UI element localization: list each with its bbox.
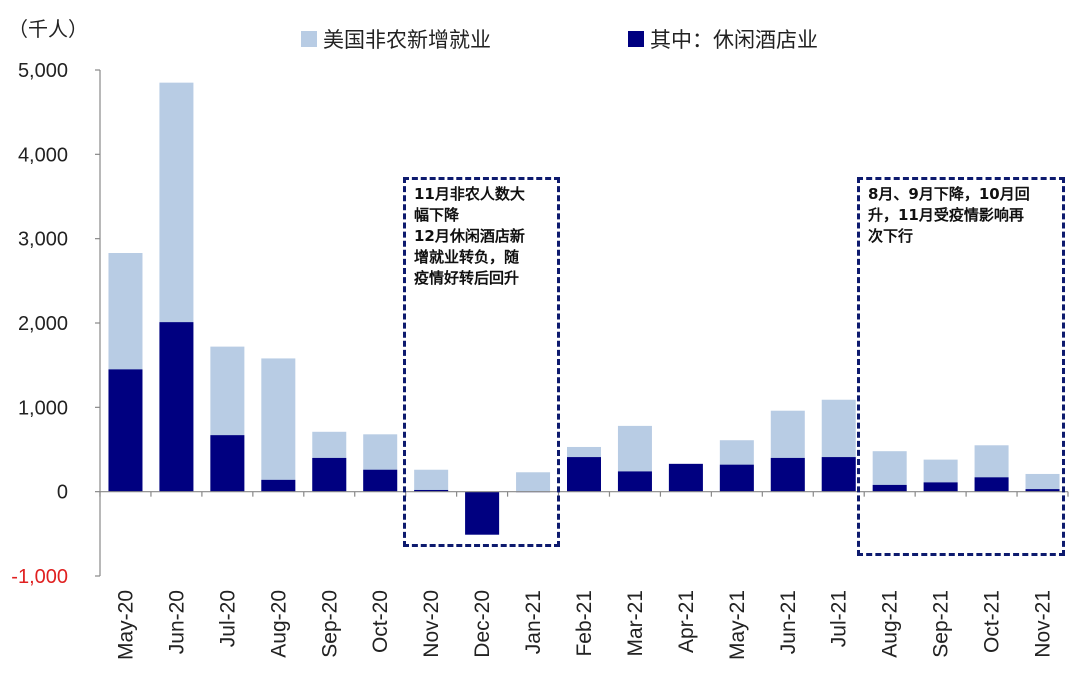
- bar-leisure-Aug-20: [261, 479, 296, 492]
- bar-leisure-Jun-20: [159, 322, 194, 492]
- x-tick-label: Aug-21: [879, 590, 902, 658]
- bar-leisure-Nov-20: [414, 489, 449, 492]
- annotation-line: 增就业转负，随: [414, 248, 520, 266]
- x-tick-label: Jul-20: [216, 590, 239, 647]
- bar-leisure-Jul-21: [821, 457, 856, 492]
- legend-swatch-total: [301, 31, 317, 47]
- bar-leisure-Aug-21: [872, 484, 907, 492]
- annotation-line: 升，11月受疫情影响再: [868, 206, 1024, 224]
- x-tick-label: Oct-21: [981, 590, 1004, 653]
- annotation-text-left: 11月非农人数大 幅下降 12月休闲酒店新 增就业转负，随 疫情好转后回升: [414, 184, 525, 289]
- annotation-line: 11月非农人数大: [414, 185, 525, 203]
- x-tick-label: Feb-21: [573, 590, 596, 657]
- bar-leisure-Sep-20: [312, 457, 347, 492]
- x-tick-label: Jul-21: [828, 590, 851, 647]
- x-tick-label: Dec-20: [471, 590, 494, 658]
- x-tick-label: Mar-21: [624, 590, 647, 657]
- x-tick-label: Sep-21: [930, 590, 953, 658]
- bar-leisure-May-21: [719, 464, 754, 492]
- x-tick-label: Nov-21: [1032, 590, 1055, 658]
- annotation-line: 幅下降: [414, 206, 460, 224]
- x-tick-label: Apr-21: [675, 590, 698, 653]
- y-axis: 5,000 4,000 3,000 2,000 1,000 0 -1,000: [11, 60, 101, 588]
- bar-leisure-Feb-21: [567, 457, 601, 492]
- x-tick-label: Aug-20: [267, 590, 290, 658]
- x-axis: May-20 Jun-20 Jul-20 Aug-20 Sep-20 Oct-20 Nov-…: [99, 491, 1069, 660]
- annotation-text-right: 8月、9月下降，10月回 升，11月受疫情影响再 次下行: [868, 184, 1030, 247]
- bar-leisure-Dec-20: [465, 491, 500, 535]
- bar-leisure-Oct-20: [363, 469, 398, 492]
- bar-leisure-Jun-21: [770, 457, 805, 492]
- x-tick-label: Jan-21: [522, 590, 545, 654]
- bar-leisure-Apr-21: [668, 463, 703, 492]
- legend-label-total: 美国非农新增就业: [323, 28, 491, 52]
- series-leisure-bars: [108, 322, 1060, 535]
- bar-leisure-Sep-21: [923, 482, 958, 492]
- y-tick-label: -1,000: [11, 566, 68, 588]
- x-tick-label: Nov-20: [420, 590, 443, 658]
- bar-leisure-Jul-20: [210, 435, 245, 492]
- y-tick-label: 0: [57, 482, 68, 504]
- legend: 美国非农新增就业 其中：休闲酒店业: [301, 28, 818, 52]
- bar-leisure-May-20: [108, 369, 143, 492]
- bar-total-Jan-21: [516, 472, 551, 492]
- x-tick-label: Sep-20: [318, 590, 341, 658]
- legend-label-leisure: 其中：休闲酒店业: [650, 28, 818, 52]
- y-tick-label: 3,000: [18, 229, 68, 251]
- bar-total-Nov-20: [414, 469, 449, 492]
- y-tick-label: 1,000: [18, 397, 68, 419]
- y-axis-unit: （千人）: [8, 17, 88, 41]
- annotation-line: 12月休闲酒店新: [414, 227, 525, 245]
- annotation-line: 次下行: [868, 227, 914, 245]
- y-tick-label: 5,000: [18, 60, 68, 82]
- bar-total-Aug-20: [261, 358, 296, 492]
- annotation-line: 8月、9月下降，10月回: [868, 185, 1030, 203]
- y-tick-label: 2,000: [18, 313, 68, 335]
- x-tick-label: May-20: [114, 590, 137, 660]
- annotation-line: 疫情好转后回升: [414, 269, 520, 287]
- bar-leisure-Mar-21: [617, 471, 652, 492]
- y-tick-label: 4,000: [18, 144, 68, 166]
- x-tick-label: May-21: [726, 590, 749, 660]
- annotation-box-right: [857, 177, 1065, 556]
- annotation-box-left: [403, 177, 560, 547]
- x-tick-label: Oct-20: [369, 590, 392, 653]
- bar-total-Nov-21: [1025, 473, 1060, 492]
- bar-leisure-Nov-21: [1025, 489, 1060, 492]
- x-tick-label: Jun-21: [777, 590, 800, 654]
- x-tick-label: Jun-20: [165, 590, 188, 654]
- legend-swatch-leisure: [628, 31, 644, 47]
- bar-leisure-Oct-21: [974, 477, 1009, 492]
